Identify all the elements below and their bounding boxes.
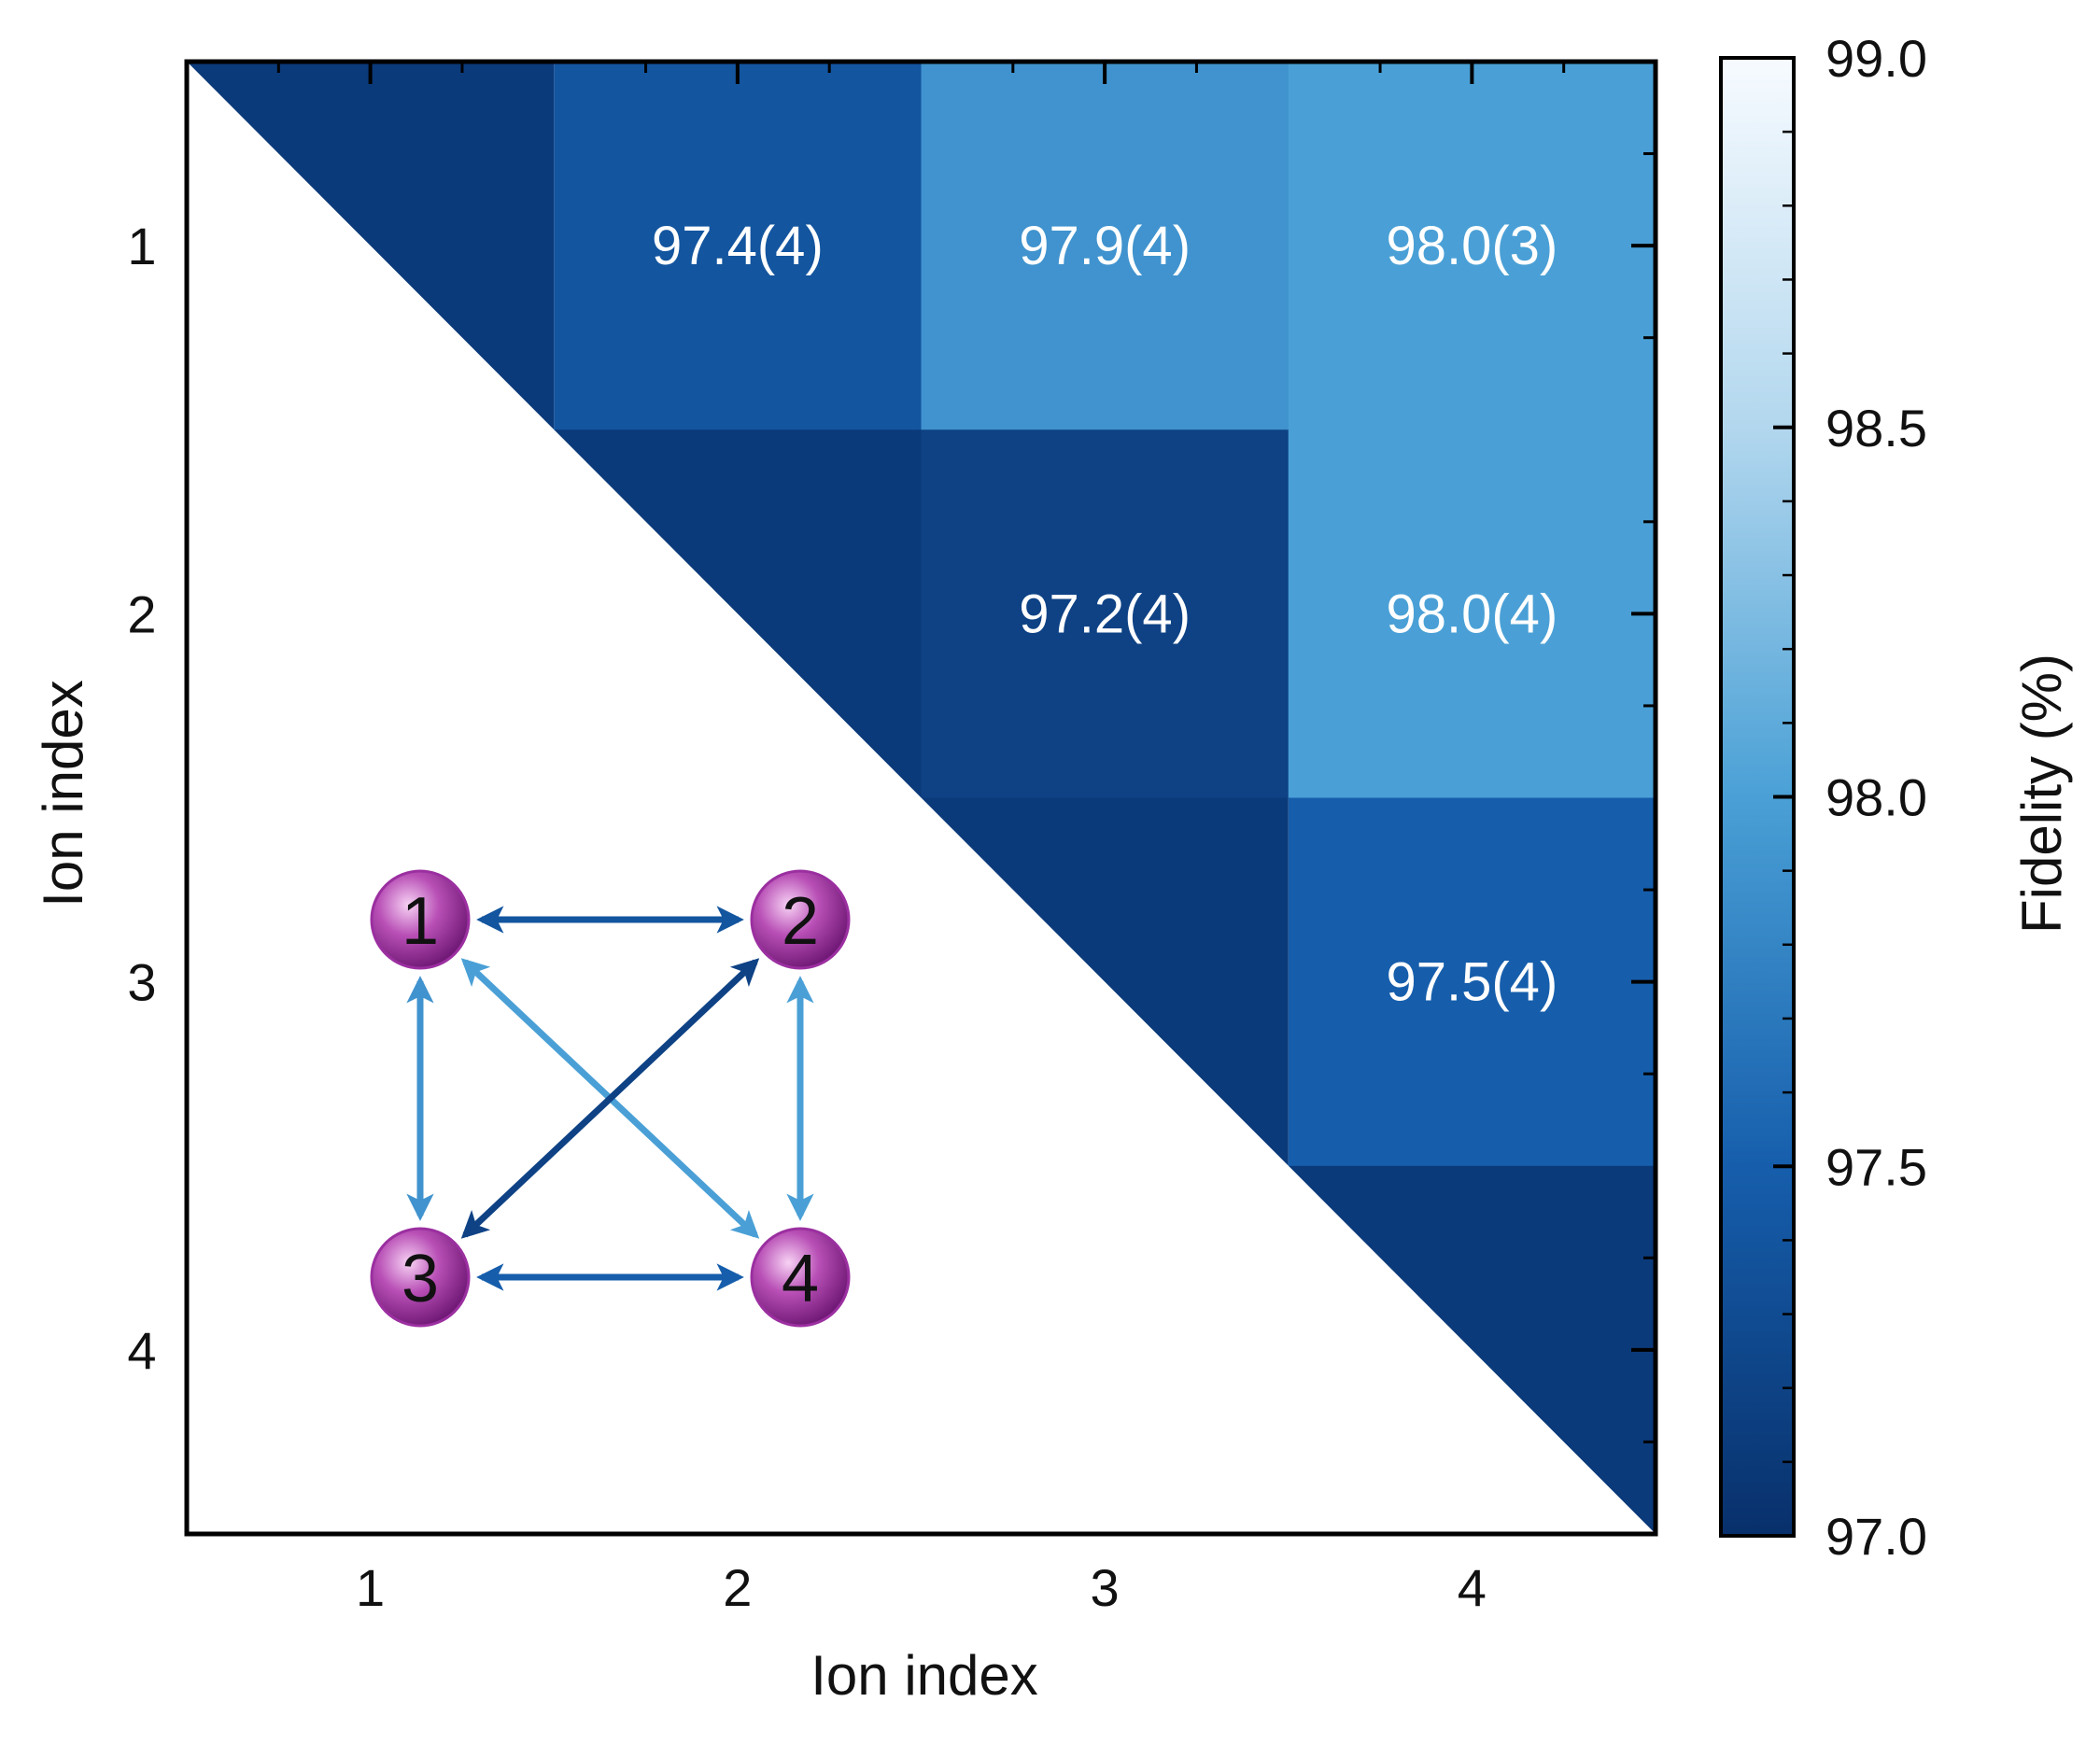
- cell-label-1-2: 97.4(4): [652, 216, 824, 276]
- ion-node-1: [370, 869, 471, 970]
- y-tick-label-4: 4: [127, 1321, 156, 1380]
- ion-node-label-4: 4: [782, 1242, 819, 1316]
- cell-label-2-4: 98.0(4): [1386, 584, 1557, 644]
- heatmap-cell-2-4: [1288, 429, 1656, 798]
- ion-node-2: [750, 869, 851, 970]
- heatmap-cell-1-4: [1288, 62, 1656, 430]
- x-tick-label-1: 1: [356, 1558, 385, 1617]
- ion-node-label-3: 3: [402, 1242, 439, 1316]
- cell-label-1-3: 97.9(4): [1019, 216, 1191, 276]
- colorbar-tick-label-97.0: 97.0: [1825, 1507, 1927, 1566]
- x-tick-label-4: 4: [1458, 1558, 1487, 1617]
- ion-node-3: [370, 1227, 471, 1328]
- heatmap-cells: 97.4(4) 97.9(4) 98.0(3) 97.2(4) 98.0(4) 97.5(…: [554, 62, 1656, 1167]
- heatmap-cell-1-3: [921, 62, 1290, 430]
- edge-2-3: [460, 958, 760, 1239]
- ion-node-4: [750, 1227, 851, 1328]
- plot-border: [184, 59, 1658, 1537]
- heatmap-cell-3-4: [1288, 797, 1656, 1167]
- y-tick-label-1: 1: [127, 217, 156, 275]
- axes: Ion index Ion index 1 2 3 4 1 2 3 4: [32, 62, 1656, 1707]
- colorbar: Fidelity (%) 97.0 97.5 98.0 98.5 99.0: [1719, 29, 2073, 1566]
- y-tick-label-2: 2: [127, 584, 156, 643]
- connectivity-inset: 1 2 3 4: [370, 869, 851, 1328]
- colorbar-tick-label-98.5: 98.5: [1825, 399, 1927, 457]
- cell-label-2-3: 97.2(4): [1019, 584, 1191, 644]
- heatmap-cell-2-3: [921, 429, 1290, 798]
- colorbar-tick-label-99.0: 99.0: [1825, 29, 1927, 88]
- colorbar-gradient: [1719, 56, 1796, 1538]
- colorbar-tick-label-97.5: 97.5: [1825, 1137, 1927, 1196]
- colorbar-label: Fidelity (%): [2010, 654, 2073, 934]
- cell-label-1-4: 98.0(3): [1386, 216, 1557, 276]
- heatmap-cell-1-2: [554, 62, 922, 430]
- x-axis-label: Ion index: [810, 1644, 1038, 1707]
- ion-node-label-1: 1: [402, 884, 439, 959]
- y-axis-label: Ion index: [32, 680, 94, 907]
- ion-node-label-2: 2: [782, 884, 819, 959]
- cell-label-3-4: 97.5(4): [1386, 952, 1557, 1013]
- colorbar-tick-label-98.0: 98.0: [1825, 768, 1927, 827]
- x-tick-label-2: 2: [723, 1558, 752, 1617]
- plot-frame: [184, 59, 1658, 1537]
- y-tick-label-3: 3: [127, 953, 156, 1012]
- x-tick-label-3: 3: [1091, 1558, 1120, 1617]
